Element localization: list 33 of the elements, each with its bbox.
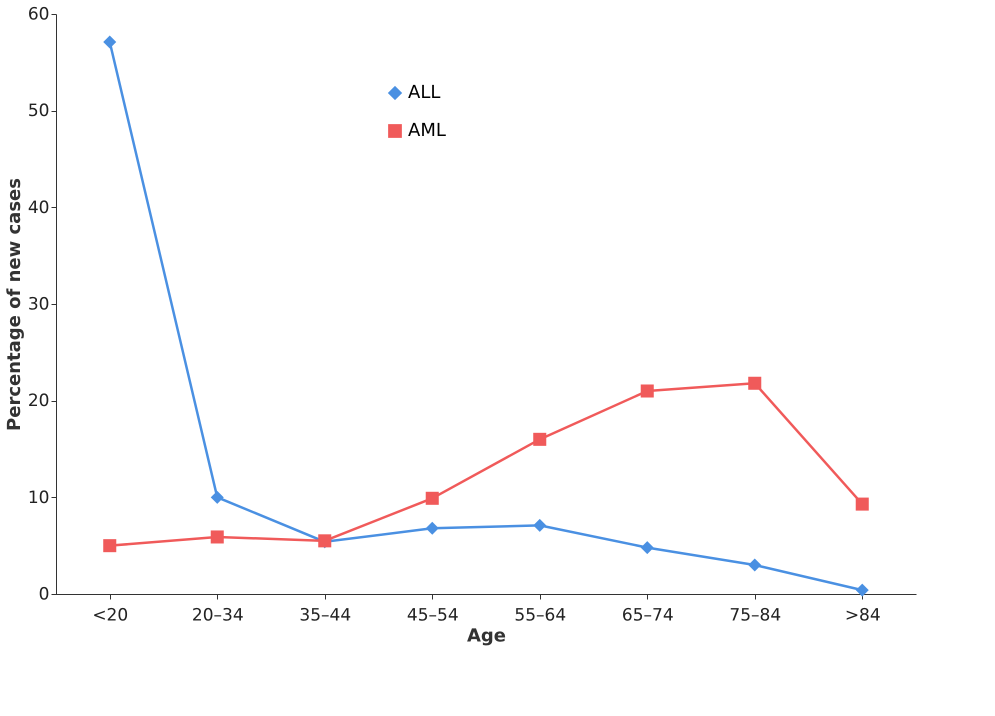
y-tick-label: 50 xyxy=(28,101,50,122)
x-tick-label: <20 xyxy=(92,606,128,626)
y-tick-label: 20 xyxy=(28,391,50,412)
point xyxy=(426,522,439,535)
x-axis-title: Age xyxy=(466,626,506,646)
point xyxy=(856,498,869,511)
point xyxy=(640,541,654,554)
point xyxy=(210,530,224,544)
point xyxy=(748,376,762,390)
legend-label: AML xyxy=(408,120,446,141)
legend-label: ALL xyxy=(408,82,440,103)
point xyxy=(103,539,116,552)
y-axis-title: Percentage of new cases xyxy=(4,178,25,431)
x-tick-label: 20–34 xyxy=(192,606,244,626)
x-tick-label: 45–54 xyxy=(406,606,459,626)
point xyxy=(748,558,762,572)
point xyxy=(210,490,224,504)
x-tick-label: 65–74 xyxy=(622,606,674,626)
point xyxy=(426,492,439,505)
y-tick-label: 60 xyxy=(28,4,50,24)
point xyxy=(640,384,654,398)
x-tick-label: >84 xyxy=(844,606,881,626)
x-tick-label: 75–84 xyxy=(729,606,782,626)
point xyxy=(856,584,869,597)
point xyxy=(533,432,546,446)
point xyxy=(533,518,546,532)
y-tick-label: 40 xyxy=(28,198,50,218)
y-tick-label: 10 xyxy=(28,488,50,508)
y-tick-label: 0 xyxy=(38,584,50,604)
point xyxy=(103,36,116,49)
y-tick-label: 30 xyxy=(28,294,50,314)
x-tick-label: 35–44 xyxy=(299,606,352,626)
x-tick-label: 55–64 xyxy=(514,606,566,626)
